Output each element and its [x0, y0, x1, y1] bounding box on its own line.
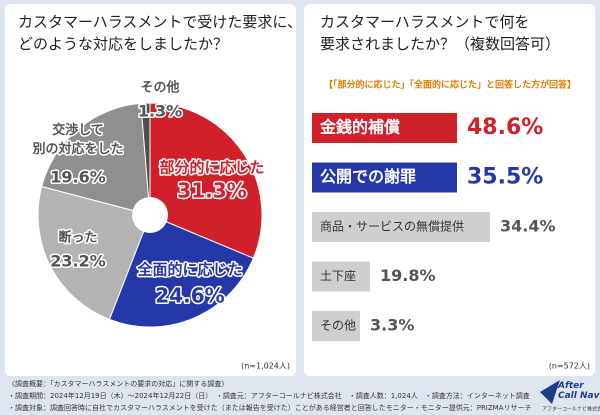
- chart-title: カスタマーハラスメントで何を要求されましたか？（複数回答可）: [320, 13, 560, 53]
- label-box: [312, 162, 457, 193]
- chart-subtitle: 【「部分的に応じた」「全面的に応じた」と回答した方が回答】: [324, 79, 576, 91]
- category-label: その他: [320, 319, 356, 333]
- logo-company: アフターコールナビ株式会社: [542, 406, 600, 413]
- donut-hole: [132, 197, 168, 233]
- slice-label: 部分的に応じた: [159, 159, 264, 177]
- footer-line: ・調査対象：調査回答時に自社でカスタマーハラスメントを受けた（または報告を受けた…: [8, 403, 532, 412]
- category-label: 商品・サービスの無償提供: [320, 219, 464, 234]
- pie-slice: [108, 214, 254, 328]
- pie-slice: [37, 185, 151, 321]
- slice-label: 交渉して別の対応をした: [31, 122, 123, 157]
- footer-line: 〈調査概要：「カスタマーハラスメントの要求の対応」に関する調査〉: [8, 379, 228, 388]
- label-box: [312, 311, 360, 341]
- slice-label: 断った: [58, 230, 97, 246]
- label-box: [312, 261, 370, 292]
- value-label: 35.5%: [467, 165, 543, 190]
- category-label: 金銭的補償: [319, 118, 401, 137]
- label-box: [312, 113, 457, 143]
- slice-value: 24.6%: [155, 284, 224, 308]
- logo-mark: [540, 380, 560, 404]
- footer-line: ・調査期間：2024年12月19日（木）～2024年12月22日（日） ・調査元…: [8, 391, 530, 400]
- category-label: 土下座: [320, 268, 356, 283]
- label-box: [312, 212, 490, 242]
- pie-slice: [149, 102, 263, 259]
- logo-name: After Call Navi: [557, 381, 600, 401]
- value-label: 19.8%: [380, 266, 436, 285]
- sample-size: (n=572人): [549, 362, 590, 371]
- category-label: 公開での謝罪: [320, 167, 416, 186]
- slice-value: 19.6%: [50, 168, 106, 187]
- chart-title: カスタマーハラスメントで受けた要求に、どのような対応をしましたか？: [18, 13, 302, 53]
- slice-value: 31.3%: [177, 179, 246, 203]
- pie-slice: [140, 102, 151, 216]
- sample-size: (n=1,024人): [241, 362, 290, 371]
- value-label: 34.4%: [500, 217, 556, 236]
- slice-value: 23.2%: [50, 252, 106, 271]
- pie-slice: [41, 102, 151, 216]
- value-label: 3.3%: [370, 316, 414, 335]
- value-label: 48.6%: [467, 115, 543, 140]
- slice-value: 1.3%: [138, 102, 182, 121]
- slice-label: その他: [140, 80, 179, 96]
- slice-label: 全面的に応じた: [136, 261, 242, 279]
